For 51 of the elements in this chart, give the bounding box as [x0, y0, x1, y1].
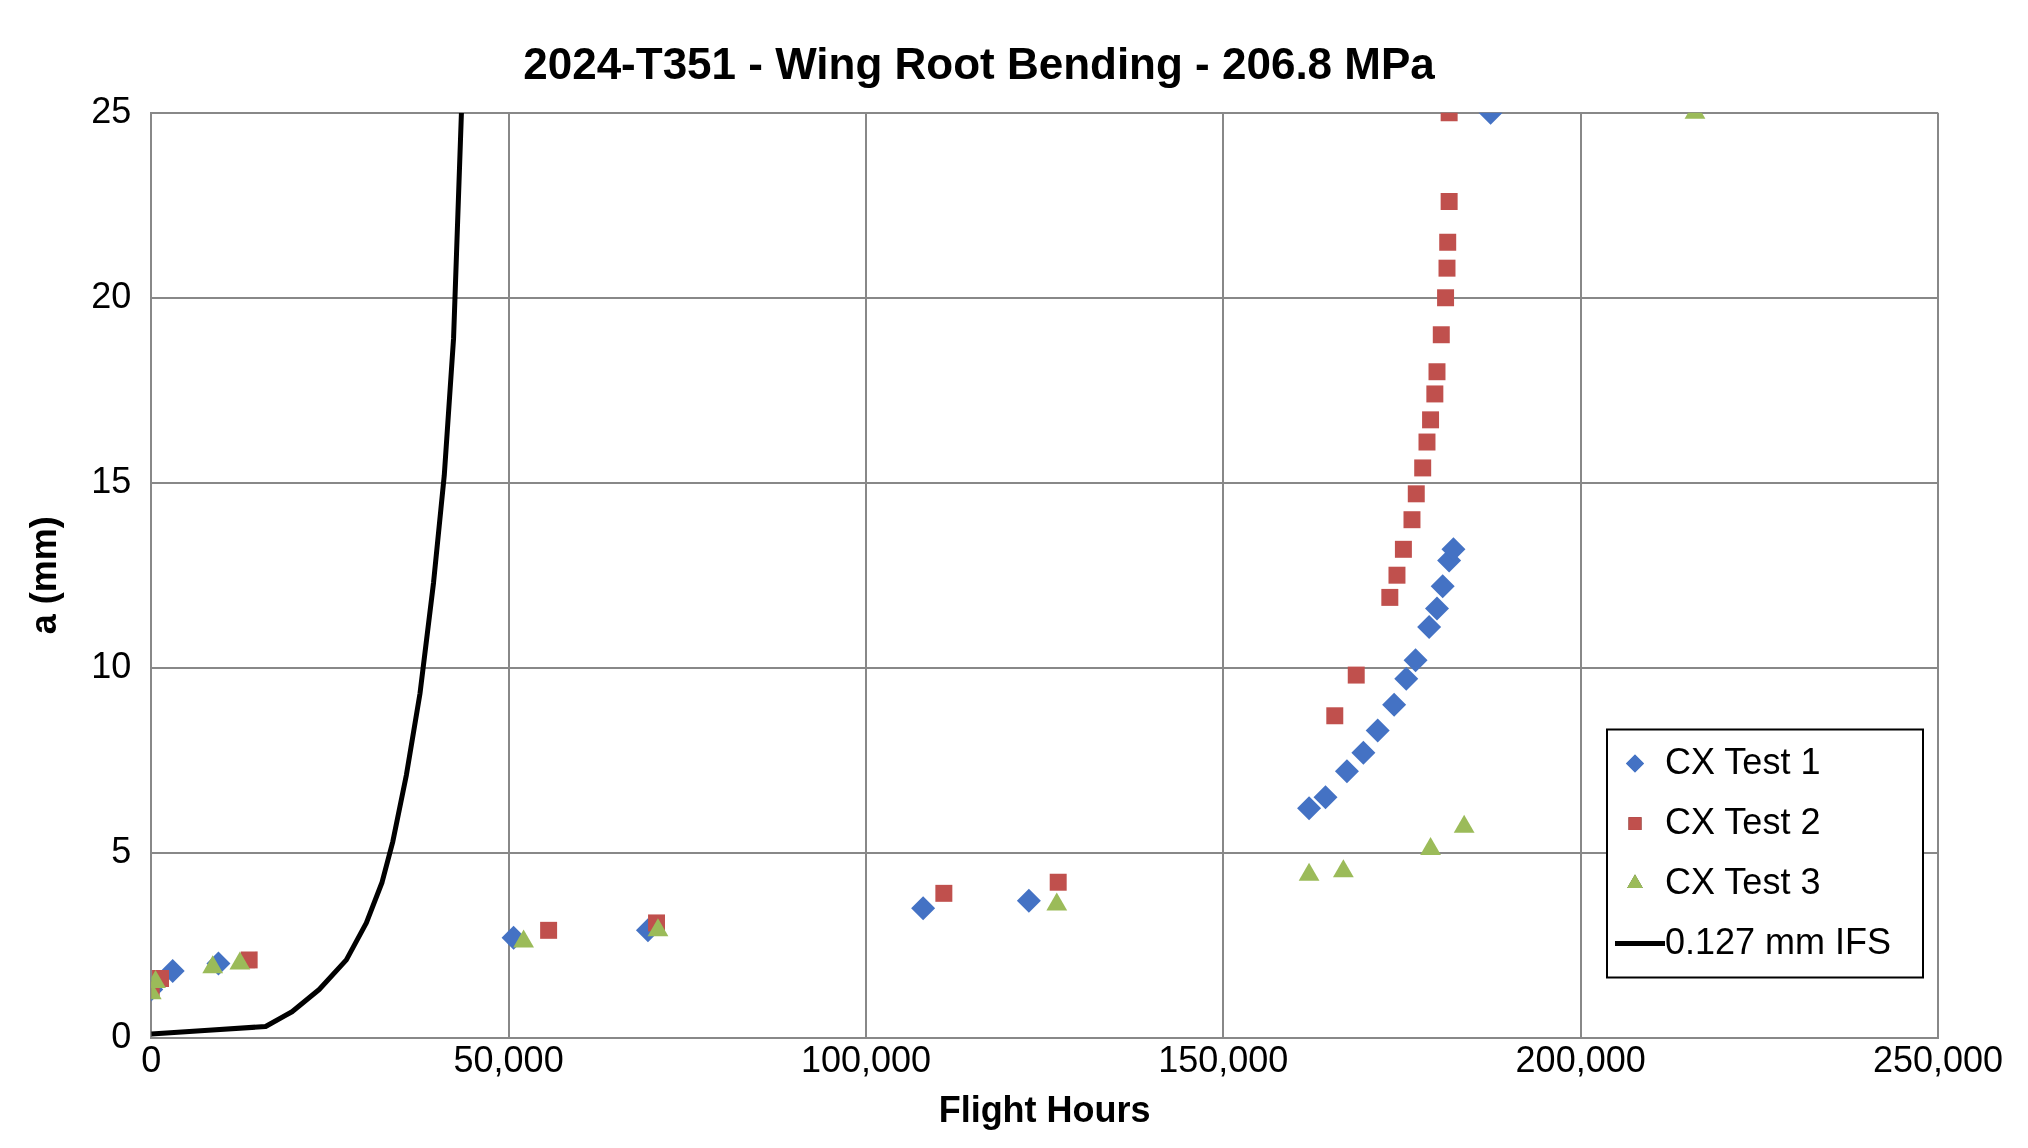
point [1394, 540, 1412, 558]
point [1432, 326, 1450, 344]
legend-label: 0.127 mm IFS [1665, 920, 1892, 962]
y-tick-label: 25 [91, 89, 132, 131]
point [1430, 574, 1455, 599]
point [1403, 511, 1421, 529]
legend-label: CX Test 2 [1665, 800, 1821, 842]
point [1049, 873, 1067, 891]
point [1403, 648, 1428, 673]
point [1428, 363, 1446, 381]
y-tick-label: 5 [111, 829, 132, 871]
point [1440, 193, 1458, 211]
point [1388, 566, 1406, 584]
point [1016, 888, 1041, 913]
x-tick-label: 150,000 [1158, 1039, 1289, 1081]
point [1334, 759, 1359, 784]
point [1417, 614, 1442, 639]
point [1313, 785, 1338, 810]
point [1418, 433, 1436, 451]
point [1365, 718, 1390, 743]
point [1347, 666, 1365, 684]
y-tick-label: 15 [91, 459, 132, 501]
x-axis-title: Flight Hours [938, 1089, 1151, 1131]
point [1351, 740, 1376, 765]
x-tick-label: 200,000 [1515, 1039, 1646, 1081]
legend-label: CX Test 1 [1665, 740, 1821, 782]
chart-title: 2024-T351 - Wing Root Bending - 206.8 MPa [523, 38, 1436, 88]
x-tick-label: 0 [141, 1039, 162, 1081]
point [540, 921, 558, 939]
point [1407, 485, 1425, 503]
point [1438, 259, 1456, 277]
point [1424, 596, 1449, 621]
point [1422, 411, 1440, 429]
y-tick-label: 20 [91, 274, 132, 316]
x-tick-label: 50,000 [453, 1039, 564, 1081]
point [1437, 289, 1455, 307]
y-tick-label: 10 [91, 644, 132, 686]
x-tick-label: 100,000 [800, 1039, 932, 1081]
point [1382, 692, 1407, 717]
point [935, 884, 953, 902]
point [1394, 666, 1419, 691]
point [911, 896, 936, 921]
legend-label: CX Test 3 [1665, 860, 1821, 902]
y-axis-title: a (mm) [22, 516, 64, 635]
point [1326, 707, 1344, 725]
point [1426, 385, 1444, 403]
point [1439, 233, 1457, 251]
point [1297, 796, 1322, 821]
point [1381, 588, 1399, 606]
point [1414, 459, 1432, 477]
x-tick-label: 250,000 [1872, 1039, 2004, 1081]
